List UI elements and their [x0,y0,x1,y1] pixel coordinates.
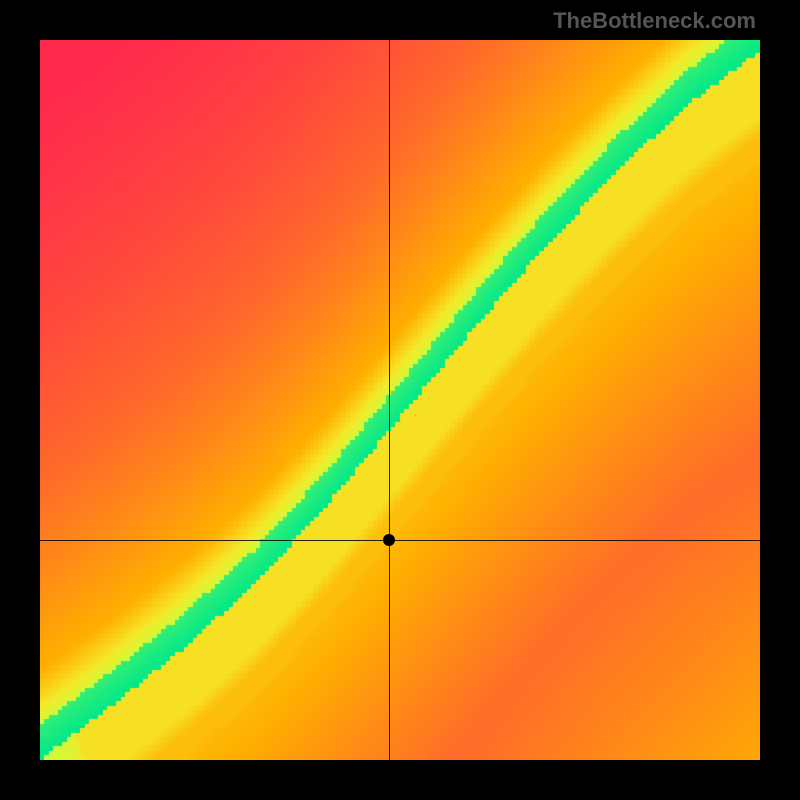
watermark-text: TheBottleneck.com [553,8,756,34]
heatmap-canvas [40,40,760,760]
heatmap-plot [40,40,760,760]
crosshair-horizontal [40,540,760,541]
crosshair-vertical [389,40,390,760]
